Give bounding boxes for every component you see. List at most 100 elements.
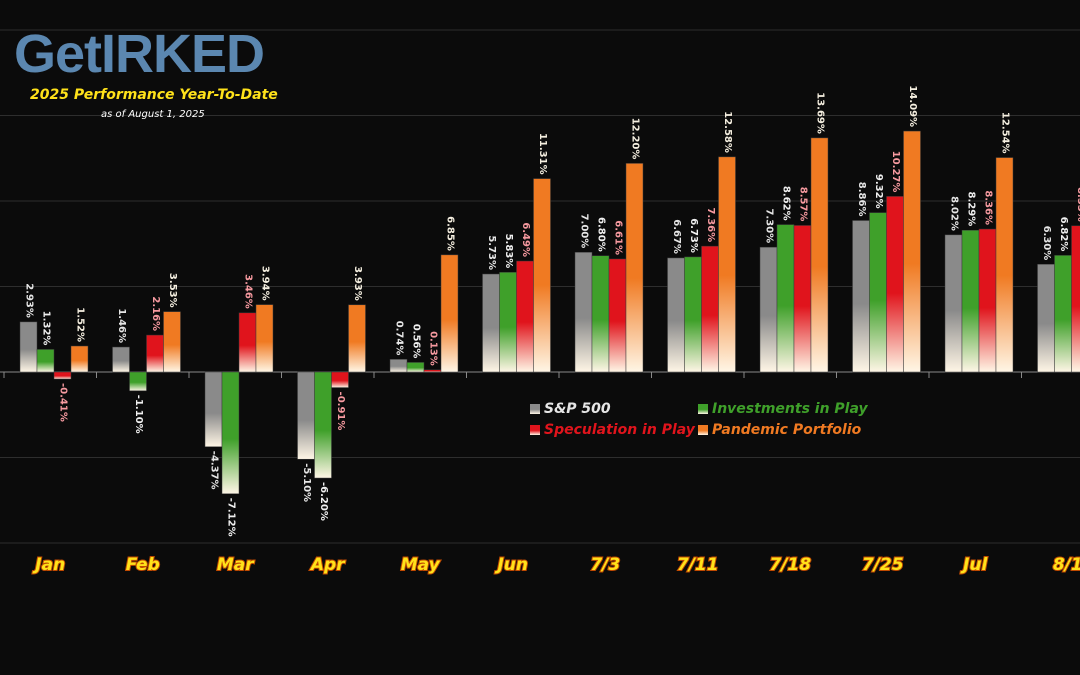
x-tick-label: 8/1 <box>1053 555 1080 575</box>
bar <box>995 157 1014 373</box>
bar <box>112 346 130 373</box>
x-tick-label: Apr <box>309 555 346 575</box>
legend-label: Speculation in Play <box>544 422 696 438</box>
value-label: 12.54% <box>1000 112 1011 154</box>
x-tick-label: 7/18 <box>769 555 811 575</box>
value-label: 0.74% <box>394 321 405 356</box>
bar <box>146 334 164 373</box>
bar <box>886 196 904 373</box>
bar <box>348 304 366 373</box>
value-label: -7.12% <box>226 498 237 537</box>
bar <box>314 371 332 479</box>
value-label: 8.36% <box>983 190 994 225</box>
x-tick-label: 7/11 <box>677 555 719 575</box>
value-label: 1.32% <box>41 311 52 346</box>
bar <box>852 220 870 373</box>
bar <box>793 225 812 373</box>
bar <box>423 369 442 373</box>
bar <box>238 312 257 373</box>
logo: GetIRKED <box>14 24 264 84</box>
legend-swatch <box>698 425 708 435</box>
bar <box>978 228 997 373</box>
legend-swatch <box>698 404 708 414</box>
bar <box>129 371 147 392</box>
bar <box>70 345 89 373</box>
value-label: 2.16% <box>150 296 161 331</box>
bar <box>482 273 500 373</box>
value-label: 11.31% <box>537 133 548 175</box>
value-label: -0.91% <box>335 392 346 431</box>
value-label: 7.00% <box>579 214 590 249</box>
value-label: 6.73% <box>688 218 699 253</box>
bar <box>440 254 459 373</box>
value-label: 0.56% <box>411 324 422 359</box>
value-label: -1.10% <box>133 395 144 434</box>
bar <box>406 362 425 373</box>
bar <box>667 257 685 373</box>
x-tick-label: Feb <box>126 555 160 575</box>
legend-swatch <box>530 425 540 435</box>
value-label: -0.41% <box>58 383 69 422</box>
value-label: 6.85% <box>445 216 456 251</box>
bar <box>574 252 593 373</box>
bar <box>776 224 795 373</box>
bar <box>961 229 980 373</box>
value-label: 1.52% <box>75 307 86 342</box>
value-label: 10.27% <box>890 151 901 193</box>
bar <box>36 349 55 373</box>
bar <box>701 245 719 373</box>
bars <box>19 130 1080 495</box>
value-label: 8.02% <box>949 196 960 231</box>
legend-label: Investments in Play <box>712 401 868 417</box>
bar <box>533 178 551 373</box>
value-label: 1.46% <box>116 308 127 343</box>
x-tick-label: Jun <box>494 555 528 575</box>
labels: Jan Feb Mar Apr May Jun 7/3 7/11 7/18 7/25 Jul 8/1 2… <box>24 85 1080 576</box>
bar <box>810 137 829 373</box>
bar <box>759 246 778 373</box>
value-label: 8.57% <box>798 187 809 222</box>
bar <box>331 371 349 388</box>
value-label: 8.29% <box>966 192 977 227</box>
bar <box>53 371 72 380</box>
value-label: 6.49% <box>520 222 531 257</box>
value-label: 14.09% <box>907 85 918 127</box>
bar <box>1054 255 1072 373</box>
value-label: 6.61% <box>613 220 624 255</box>
value-label: 5.83% <box>503 234 514 269</box>
chart-title: 2025 Performance Year-To-Date <box>30 87 278 103</box>
value-label: 3.93% <box>352 266 363 301</box>
x-tick-label: 7/3 <box>590 555 620 575</box>
value-label: 3.94% <box>260 266 271 301</box>
value-label: 6.80% <box>596 217 607 252</box>
bar <box>297 371 315 460</box>
value-label: 3.53% <box>167 273 178 308</box>
bar <box>204 371 223 447</box>
bar <box>163 311 181 373</box>
x-tick-label: May <box>401 555 441 575</box>
value-label: 2.93% <box>24 283 35 318</box>
chart-subtitle: as of August 1, 2025 <box>101 109 205 120</box>
bar <box>684 256 702 373</box>
value-label: 6.82% <box>1058 217 1069 252</box>
bar <box>608 258 627 373</box>
value-label: 12.58% <box>722 111 733 153</box>
value-label: 12.20% <box>630 118 641 160</box>
bar <box>625 163 644 373</box>
value-label: -6.20% <box>318 482 329 521</box>
value-label: 7.30% <box>764 208 775 243</box>
value-label: 5.73% <box>486 235 497 270</box>
value-label: 8.86% <box>856 182 867 217</box>
legend-label: Pandemic Portfolio <box>712 422 862 438</box>
value-label: 7.36% <box>705 207 716 242</box>
bar <box>591 255 610 373</box>
bar <box>389 359 408 373</box>
legend-swatch <box>530 404 540 414</box>
bar <box>221 371 240 495</box>
value-label: -5.10% <box>301 463 312 502</box>
bar <box>944 234 963 373</box>
x-tick-label: Jul <box>960 555 988 575</box>
value-label: 9.32% <box>873 174 884 209</box>
value-label: -4.37% <box>209 451 220 490</box>
